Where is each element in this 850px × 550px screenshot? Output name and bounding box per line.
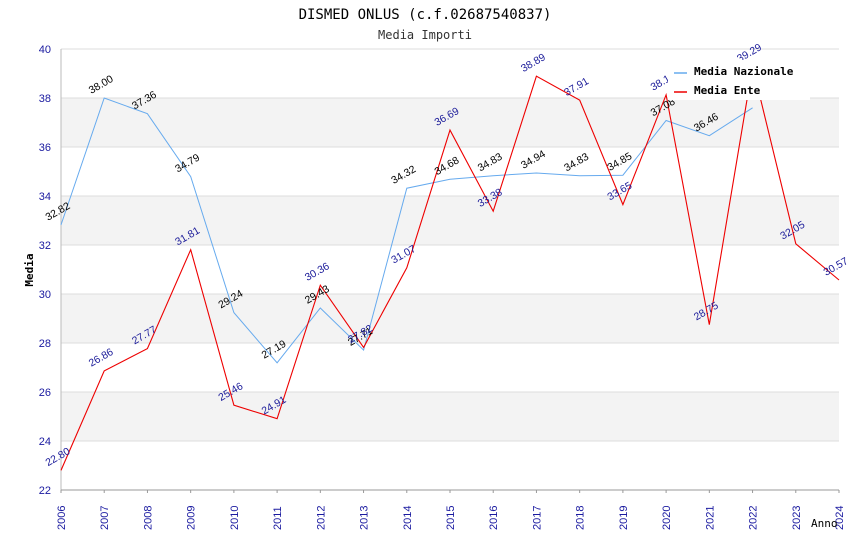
y-tick-label: 30: [39, 289, 51, 301]
chart-subtitle: Media Importi: [378, 28, 472, 42]
legend: Media Nazionale Media Ente: [668, 60, 810, 100]
data-label: 37.91: [562, 75, 591, 99]
plot-bands: [61, 98, 839, 441]
plot-band: [61, 196, 839, 245]
y-tick-label: 28: [39, 338, 51, 350]
series-line-media-ente: [60, 66, 840, 471]
series-lines: [60, 66, 840, 471]
x-tick-label: 2006: [56, 506, 68, 530]
axes: [60, 49, 840, 493]
legend-label-media-ente: Media Ente: [694, 84, 761, 97]
y-tick-label: 24: [39, 436, 51, 448]
data-label: 34.85: [605, 150, 634, 174]
data-label: 34.83: [476, 151, 505, 175]
x-tick-label: 2017: [531, 506, 543, 530]
series-line-media-nazionale: [60, 97, 753, 364]
gridlines: [61, 48, 839, 491]
x-tick-label: 2023: [791, 506, 803, 530]
data-label: 38.00: [87, 73, 116, 97]
x-tick-label: 2013: [359, 506, 371, 530]
data-label: 34.94: [519, 148, 548, 172]
data-label: 38.89: [519, 51, 548, 75]
x-tick-label: 2019: [618, 506, 630, 530]
data-label: 22.80: [44, 445, 73, 469]
y-tick-label: 34: [39, 191, 51, 203]
x-tick-label: 2012: [315, 506, 327, 530]
y-tick-label: 38: [39, 93, 51, 105]
y-tick-label: 26: [39, 387, 51, 399]
x-tick-label: 2010: [229, 506, 241, 530]
x-tick-label: 2020: [661, 506, 673, 530]
x-tick-label: 2007: [99, 506, 111, 530]
data-label: 30.36: [303, 260, 332, 284]
data-label: 26.86: [87, 346, 116, 370]
x-tick-label: 2009: [186, 506, 198, 530]
data-label: 30.57: [822, 255, 850, 279]
data-label: 34.83: [562, 151, 591, 175]
plot-band: [61, 98, 839, 147]
x-tick-label: 2014: [402, 506, 414, 530]
x-tick-label: 2015: [445, 506, 457, 530]
x-tick-label: 2008: [142, 506, 154, 530]
y-axis-label: Media: [23, 253, 36, 286]
data-label: 34.68: [433, 154, 462, 178]
y-tick-label: 36: [39, 142, 51, 154]
legend-background: [668, 60, 810, 100]
legend-label-media-nazionale: Media Nazionale: [694, 65, 794, 78]
x-tick-label: 2016: [488, 506, 500, 530]
chart-title: DISMED ONLUS (c.f.02687540837): [299, 7, 552, 23]
x-axis-label: Anno: [811, 517, 838, 530]
x-tick-label: 2018: [575, 506, 587, 530]
tick-labels: 22 24 26 28 30 32 34 36 38 40 2006 2007 2008 2009 2010…: [39, 44, 846, 530]
plot-band: [61, 294, 839, 343]
x-tick-label: 2022: [748, 506, 760, 530]
data-label: 31.07: [389, 243, 418, 267]
x-tick-label: 2011: [272, 506, 284, 530]
x-tick-label: 2021: [704, 506, 716, 530]
y-tick-label: 22: [39, 485, 51, 497]
data-label: 34.32: [389, 163, 418, 187]
plot-band: [61, 392, 839, 441]
y-tick-label: 40: [39, 44, 51, 56]
y-tick-label: 32: [39, 240, 51, 252]
x-tick-label: 2024: [834, 506, 846, 530]
